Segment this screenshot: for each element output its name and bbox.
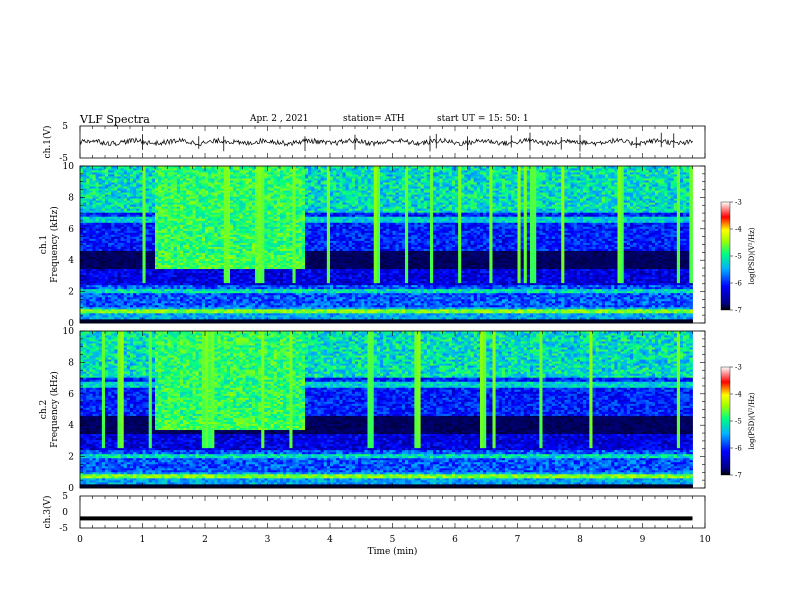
- vlf-spectra-figure: 0 1 2 3 4 5 6 7 8 9 10Time (min)5-5ch.1(V)50-5ch.3…: [0, 0, 792, 612]
- ch1-spectrogram: [80, 166, 693, 323]
